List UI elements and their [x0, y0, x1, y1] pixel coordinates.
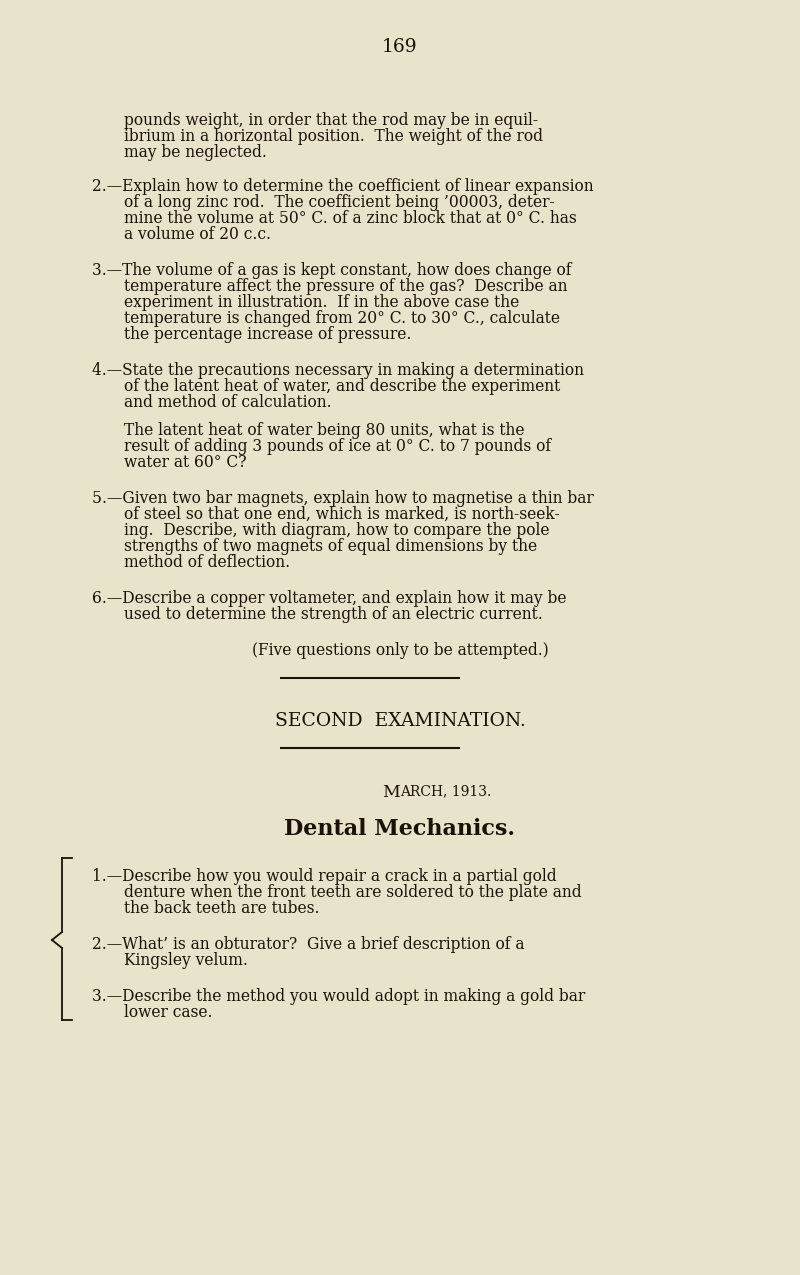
Text: the back teeth are tubes.: the back teeth are tubes. — [124, 900, 319, 917]
Text: result of adding 3 pounds of ice at 0° C. to 7 pounds of: result of adding 3 pounds of ice at 0° C… — [124, 439, 551, 455]
Text: ing.  Describe, with diagram, how to compare the pole: ing. Describe, with diagram, how to comp… — [124, 521, 550, 539]
Text: M: M — [382, 784, 400, 801]
Text: method of deflection.: method of deflection. — [124, 555, 290, 571]
Text: 2.—Explain how to determine the coefficient of linear expansion: 2.—Explain how to determine the coeffici… — [92, 179, 594, 195]
Text: denture when the front teeth are soldered to the plate and: denture when the front teeth are soldere… — [124, 884, 582, 901]
Text: Kingsley velum.: Kingsley velum. — [124, 952, 248, 969]
Text: used to determine the strength of an electric current.: used to determine the strength of an ele… — [124, 606, 542, 623]
Text: may be neglected.: may be neglected. — [124, 144, 267, 161]
Text: ARCH, 1913.: ARCH, 1913. — [400, 784, 491, 798]
Text: 6.—Describe a copper voltameter, and explain how it may be: 6.—Describe a copper voltameter, and exp… — [92, 590, 566, 607]
Text: of steel so that one end, which is marked, is north-seek-: of steel so that one end, which is marke… — [124, 506, 560, 523]
Text: water at 60° C?: water at 60° C? — [124, 454, 246, 470]
Text: temperature affect the pressure of the gas?  Describe an: temperature affect the pressure of the g… — [124, 278, 567, 295]
Text: and method of calculation.: and method of calculation. — [124, 394, 332, 411]
Text: 4.—State the precautions necessary in making a determination: 4.—State the precautions necessary in ma… — [92, 362, 584, 379]
Text: experiment in illustration.  If in the above case the: experiment in illustration. If in the ab… — [124, 295, 519, 311]
Text: strengths of two magnets of equal dimensions by the: strengths of two magnets of equal dimens… — [124, 538, 537, 555]
Text: SECOND  EXAMINATION.: SECOND EXAMINATION. — [274, 711, 526, 731]
Text: ibrium in a horizontal position.  The weight of the rod: ibrium in a horizontal position. The wei… — [124, 128, 543, 145]
Text: The latent heat of water being 80 units, what is the: The latent heat of water being 80 units,… — [124, 422, 525, 439]
Text: (Five questions only to be attempted.): (Five questions only to be attempted.) — [252, 643, 548, 659]
Text: of a long zinc rod.  The coefficient being ’00003, deter-: of a long zinc rod. The coefficient bein… — [124, 194, 554, 210]
Text: pounds weight, in order that the rod may be in equil-: pounds weight, in order that the rod may… — [124, 112, 538, 129]
Text: of the latent heat of water, and describe the experiment: of the latent heat of water, and describ… — [124, 377, 560, 395]
Text: 3.—The volume of a gas is kept constant, how does change of: 3.—The volume of a gas is kept constant,… — [92, 261, 571, 279]
Text: 1.—Describe how you would repair a crack in a partial gold: 1.—Describe how you would repair a crack… — [92, 868, 557, 885]
Text: 5.—Given two bar magnets, explain how to magnetise a thin bar: 5.—Given two bar magnets, explain how to… — [92, 490, 594, 507]
Text: mine the volume at 50° C. of a zinc block that at 0° C. has: mine the volume at 50° C. of a zinc bloc… — [124, 210, 577, 227]
Text: Dental Mechanics.: Dental Mechanics. — [285, 819, 515, 840]
Text: the percentage increase of pressure.: the percentage increase of pressure. — [124, 326, 411, 343]
Text: lower case.: lower case. — [124, 1003, 213, 1021]
Text: 2.—What’ is an obturator?  Give a brief description of a: 2.—What’ is an obturator? Give a brief d… — [92, 936, 525, 952]
Text: 169: 169 — [382, 38, 418, 56]
Text: 3.—Describe the method you would adopt in making a gold bar: 3.—Describe the method you would adopt i… — [92, 988, 586, 1005]
Text: temperature is changed from 20° C. to 30° C., calculate: temperature is changed from 20° C. to 30… — [124, 310, 560, 326]
Text: a volume of 20 c.c.: a volume of 20 c.c. — [124, 226, 271, 244]
